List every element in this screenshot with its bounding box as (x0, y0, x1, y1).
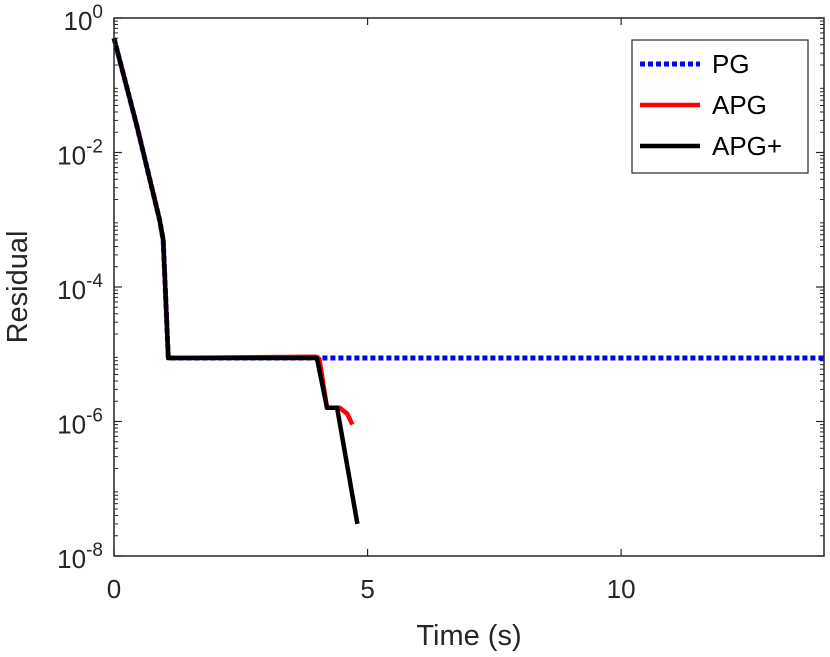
legend-label-apg-plus: APG+ (712, 131, 782, 161)
legend: PG APG APG+ (631, 39, 809, 174)
ticks-layer: 0 5 10 100 10-2 10-4 10-6 10-8 (57, 2, 824, 604)
y-tick-label: 10-4 (57, 271, 103, 305)
y-tick-label: 10-8 (57, 540, 103, 574)
y-tick-label: 10-2 (57, 137, 103, 171)
y-axis-label: Residual (2, 231, 34, 344)
legend-label-pg: PG (712, 49, 750, 79)
series-line-apg-plus (111, 37, 360, 525)
series-layer (111, 37, 824, 525)
y-tick-label: 100 (64, 2, 104, 36)
x-axis-label: Time (s) (416, 620, 521, 652)
x-tick-label: 0 (107, 574, 121, 604)
x-tick-label: 5 (360, 574, 374, 604)
x-tick-label: 10 (607, 574, 636, 604)
y-tick-label: 10-6 (57, 406, 103, 440)
legend-label-apg: APG (712, 90, 767, 120)
